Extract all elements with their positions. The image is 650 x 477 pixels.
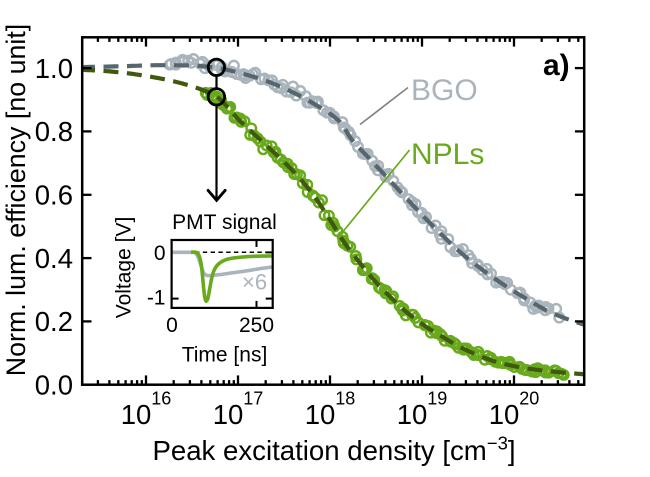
svg-text:PMT signal: PMT signal [172, 211, 277, 234]
svg-text:Peak excitation density [cm−3]: Peak excitation density [cm−3] [152, 433, 515, 467]
svg-text:NPLs: NPLs [411, 138, 484, 171]
svg-text:0.4: 0.4 [35, 243, 73, 274]
svg-text:0.8: 0.8 [35, 116, 73, 147]
svg-text:-1: -1 [147, 287, 166, 310]
svg-text:Voltage [V]: Voltage [V] [113, 217, 136, 319]
svg-text:0.0: 0.0 [35, 370, 73, 401]
svg-text:0.6: 0.6 [35, 180, 73, 211]
svg-text:250: 250 [239, 314, 274, 337]
svg-text:1.0: 1.0 [35, 53, 73, 84]
svg-text:0: 0 [166, 314, 178, 337]
svg-text:a): a) [543, 49, 570, 82]
svg-text:Norm. lum. efficiency [no unit: Norm. lum. efficiency [no unit] [1, 24, 31, 376]
svg-text:0.2: 0.2 [35, 306, 73, 337]
svg-text:0: 0 [154, 242, 166, 265]
svg-text:BGO: BGO [411, 74, 478, 107]
svg-text:Time [ns]: Time [ns] [182, 344, 268, 367]
svg-text:×6: ×6 [242, 270, 267, 295]
